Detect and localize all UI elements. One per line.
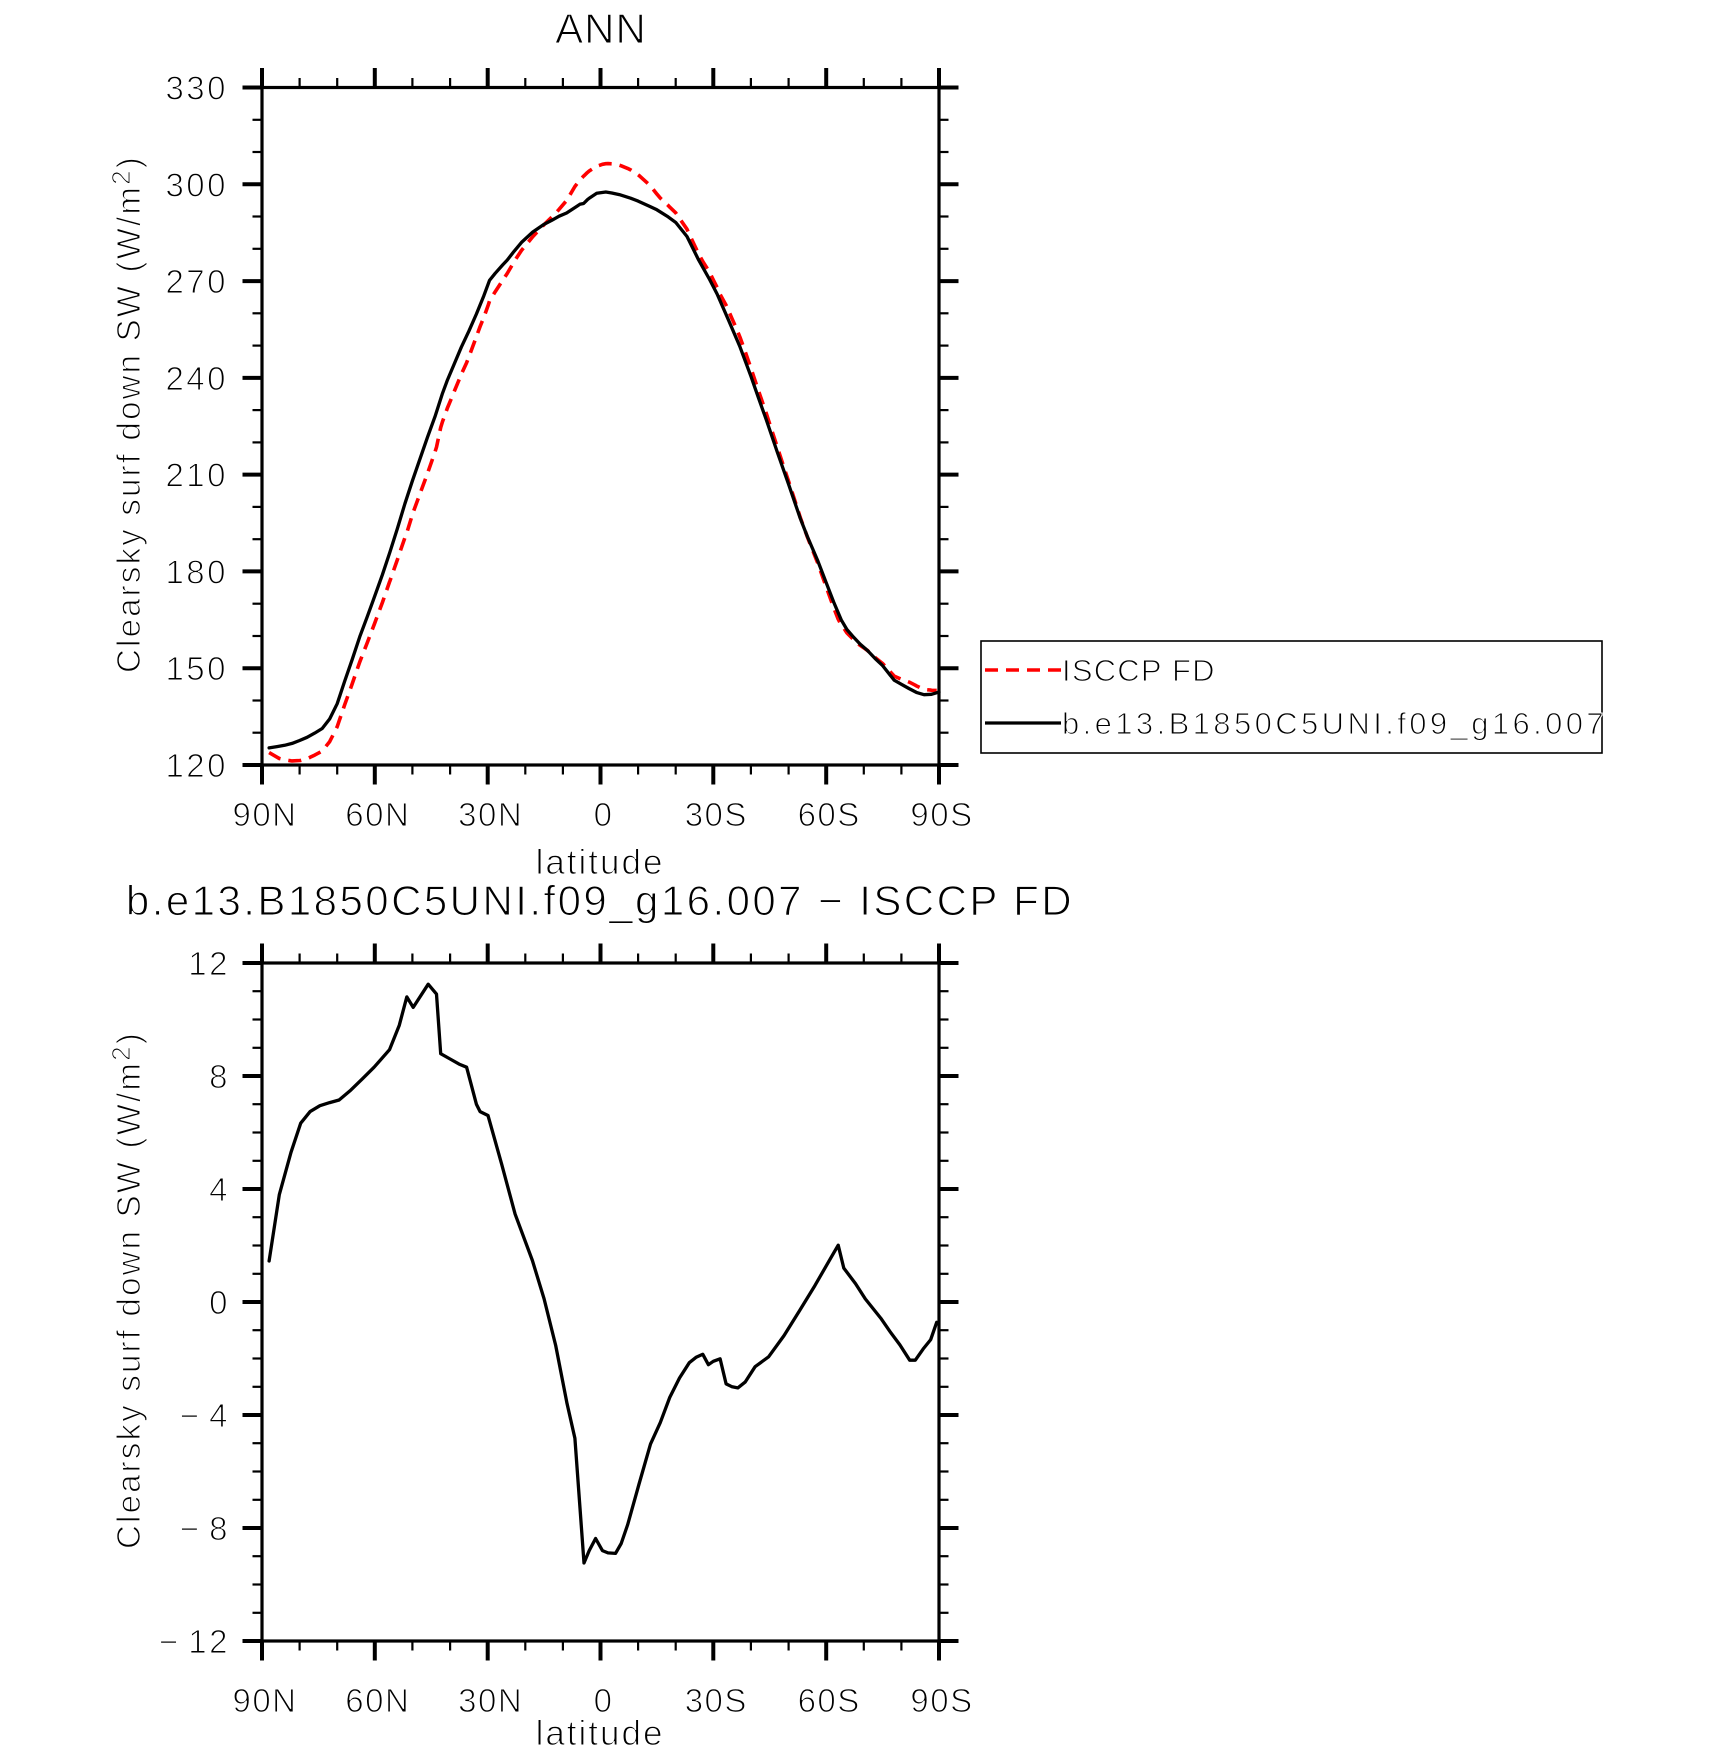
svg-text:60N: 60N	[345, 796, 410, 833]
svg-text:60S: 60S	[798, 796, 861, 833]
svg-text:−4: −4	[180, 1397, 230, 1434]
svg-text:300: 300	[165, 166, 228, 203]
svg-text:30S: 30S	[685, 1682, 748, 1719]
svg-text:60N: 60N	[345, 1682, 410, 1719]
svg-text:90S: 90S	[910, 796, 973, 833]
svg-text:latitude: latitude	[536, 843, 665, 882]
svg-text:30N: 30N	[458, 1682, 523, 1719]
svg-text:12: 12	[188, 945, 230, 982]
svg-text:90N: 90N	[232, 796, 297, 833]
svg-text:180: 180	[165, 553, 228, 590]
svg-text:30S: 30S	[685, 796, 748, 833]
svg-text:0: 0	[594, 1682, 614, 1719]
svg-text:ISCCP FD: ISCCP FD	[1062, 653, 1216, 688]
svg-text:330: 330	[165, 70, 228, 107]
svg-text:Clearsky surf down SW (W/m2): Clearsky surf down SW (W/m2)	[106, 1031, 147, 1549]
svg-text:90N: 90N	[232, 1682, 297, 1719]
svg-text:270: 270	[165, 263, 228, 300]
svg-text:150: 150	[165, 650, 228, 687]
svg-text:30N: 30N	[458, 796, 523, 833]
svg-text:b.e13.B1850C5UNI.f09_g16.007: b.e13.B1850C5UNI.f09_g16.007	[1062, 706, 1607, 741]
svg-text:latitude: latitude	[536, 1714, 665, 1753]
svg-text:90S: 90S	[910, 1682, 973, 1719]
svg-text:8: 8	[209, 1058, 230, 1095]
svg-text:Clearsky surf down SW (W/m2): Clearsky surf down SW (W/m2)	[106, 155, 147, 673]
svg-text:−8: −8	[180, 1510, 230, 1547]
svg-text:0: 0	[209, 1284, 230, 1321]
svg-text:4: 4	[209, 1171, 230, 1208]
svg-text:210: 210	[165, 457, 228, 494]
svg-text:ANN: ANN	[555, 5, 647, 52]
svg-text:−12: −12	[159, 1623, 230, 1660]
svg-text:0: 0	[594, 796, 614, 833]
svg-text:60S: 60S	[798, 1682, 861, 1719]
svg-text:b.e13.B1850C5UNI.f09_g16.007: b.e13.B1850C5UNI.f09_g16.007 − ISCCP FD	[126, 877, 1074, 924]
svg-text:120: 120	[165, 747, 228, 784]
svg-text:240: 240	[165, 360, 228, 397]
